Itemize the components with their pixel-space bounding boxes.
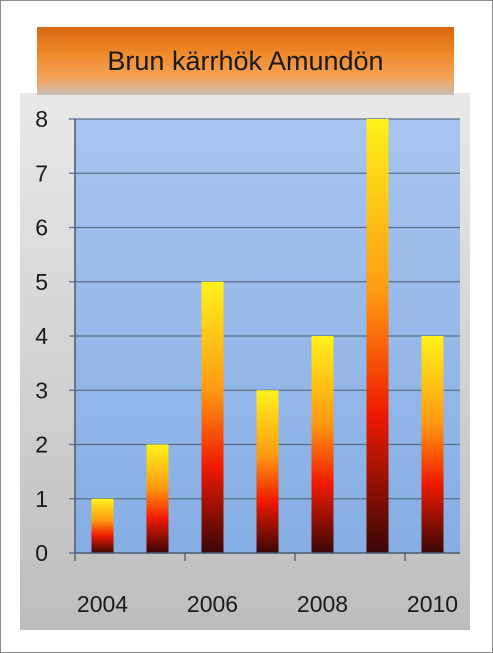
- bar-2007: [256, 390, 279, 553]
- y-tick-label: 8: [35, 106, 48, 132]
- x-tick-label: 2004: [77, 591, 128, 617]
- axes: [74, 119, 460, 561]
- chart-title: Brun kärrhök Amundön: [107, 45, 384, 76]
- bar-2010: [421, 336, 444, 553]
- x-tick-label: 2006: [187, 591, 238, 617]
- y-tick-label: 7: [35, 160, 48, 186]
- y-tick-label: 0: [35, 540, 48, 566]
- chart-title-box: Brun kärrhök Amundön: [37, 27, 454, 95]
- y-tick-label: 6: [35, 215, 48, 241]
- bars: [91, 119, 444, 553]
- bar-2009: [366, 119, 389, 553]
- bar-2006: [201, 281, 224, 553]
- y-tick-label: 3: [35, 377, 48, 403]
- x-tick-label: 2010: [407, 591, 458, 617]
- y-tick-label: 1: [35, 486, 48, 512]
- y-tick-label: 5: [35, 269, 48, 295]
- x-tick-label: 2008: [297, 591, 348, 617]
- y-tick-label: 2: [35, 432, 48, 458]
- y-tick-label: 4: [35, 323, 48, 349]
- y-tick-labels: 0 1 2 3 4 5 6 7 8: [35, 106, 48, 566]
- bar-2005: [146, 444, 169, 553]
- x-tick-labels: 2004 2006 2008 2010: [77, 591, 458, 617]
- bar-2004: [91, 498, 114, 553]
- bar-2008: [311, 336, 334, 553]
